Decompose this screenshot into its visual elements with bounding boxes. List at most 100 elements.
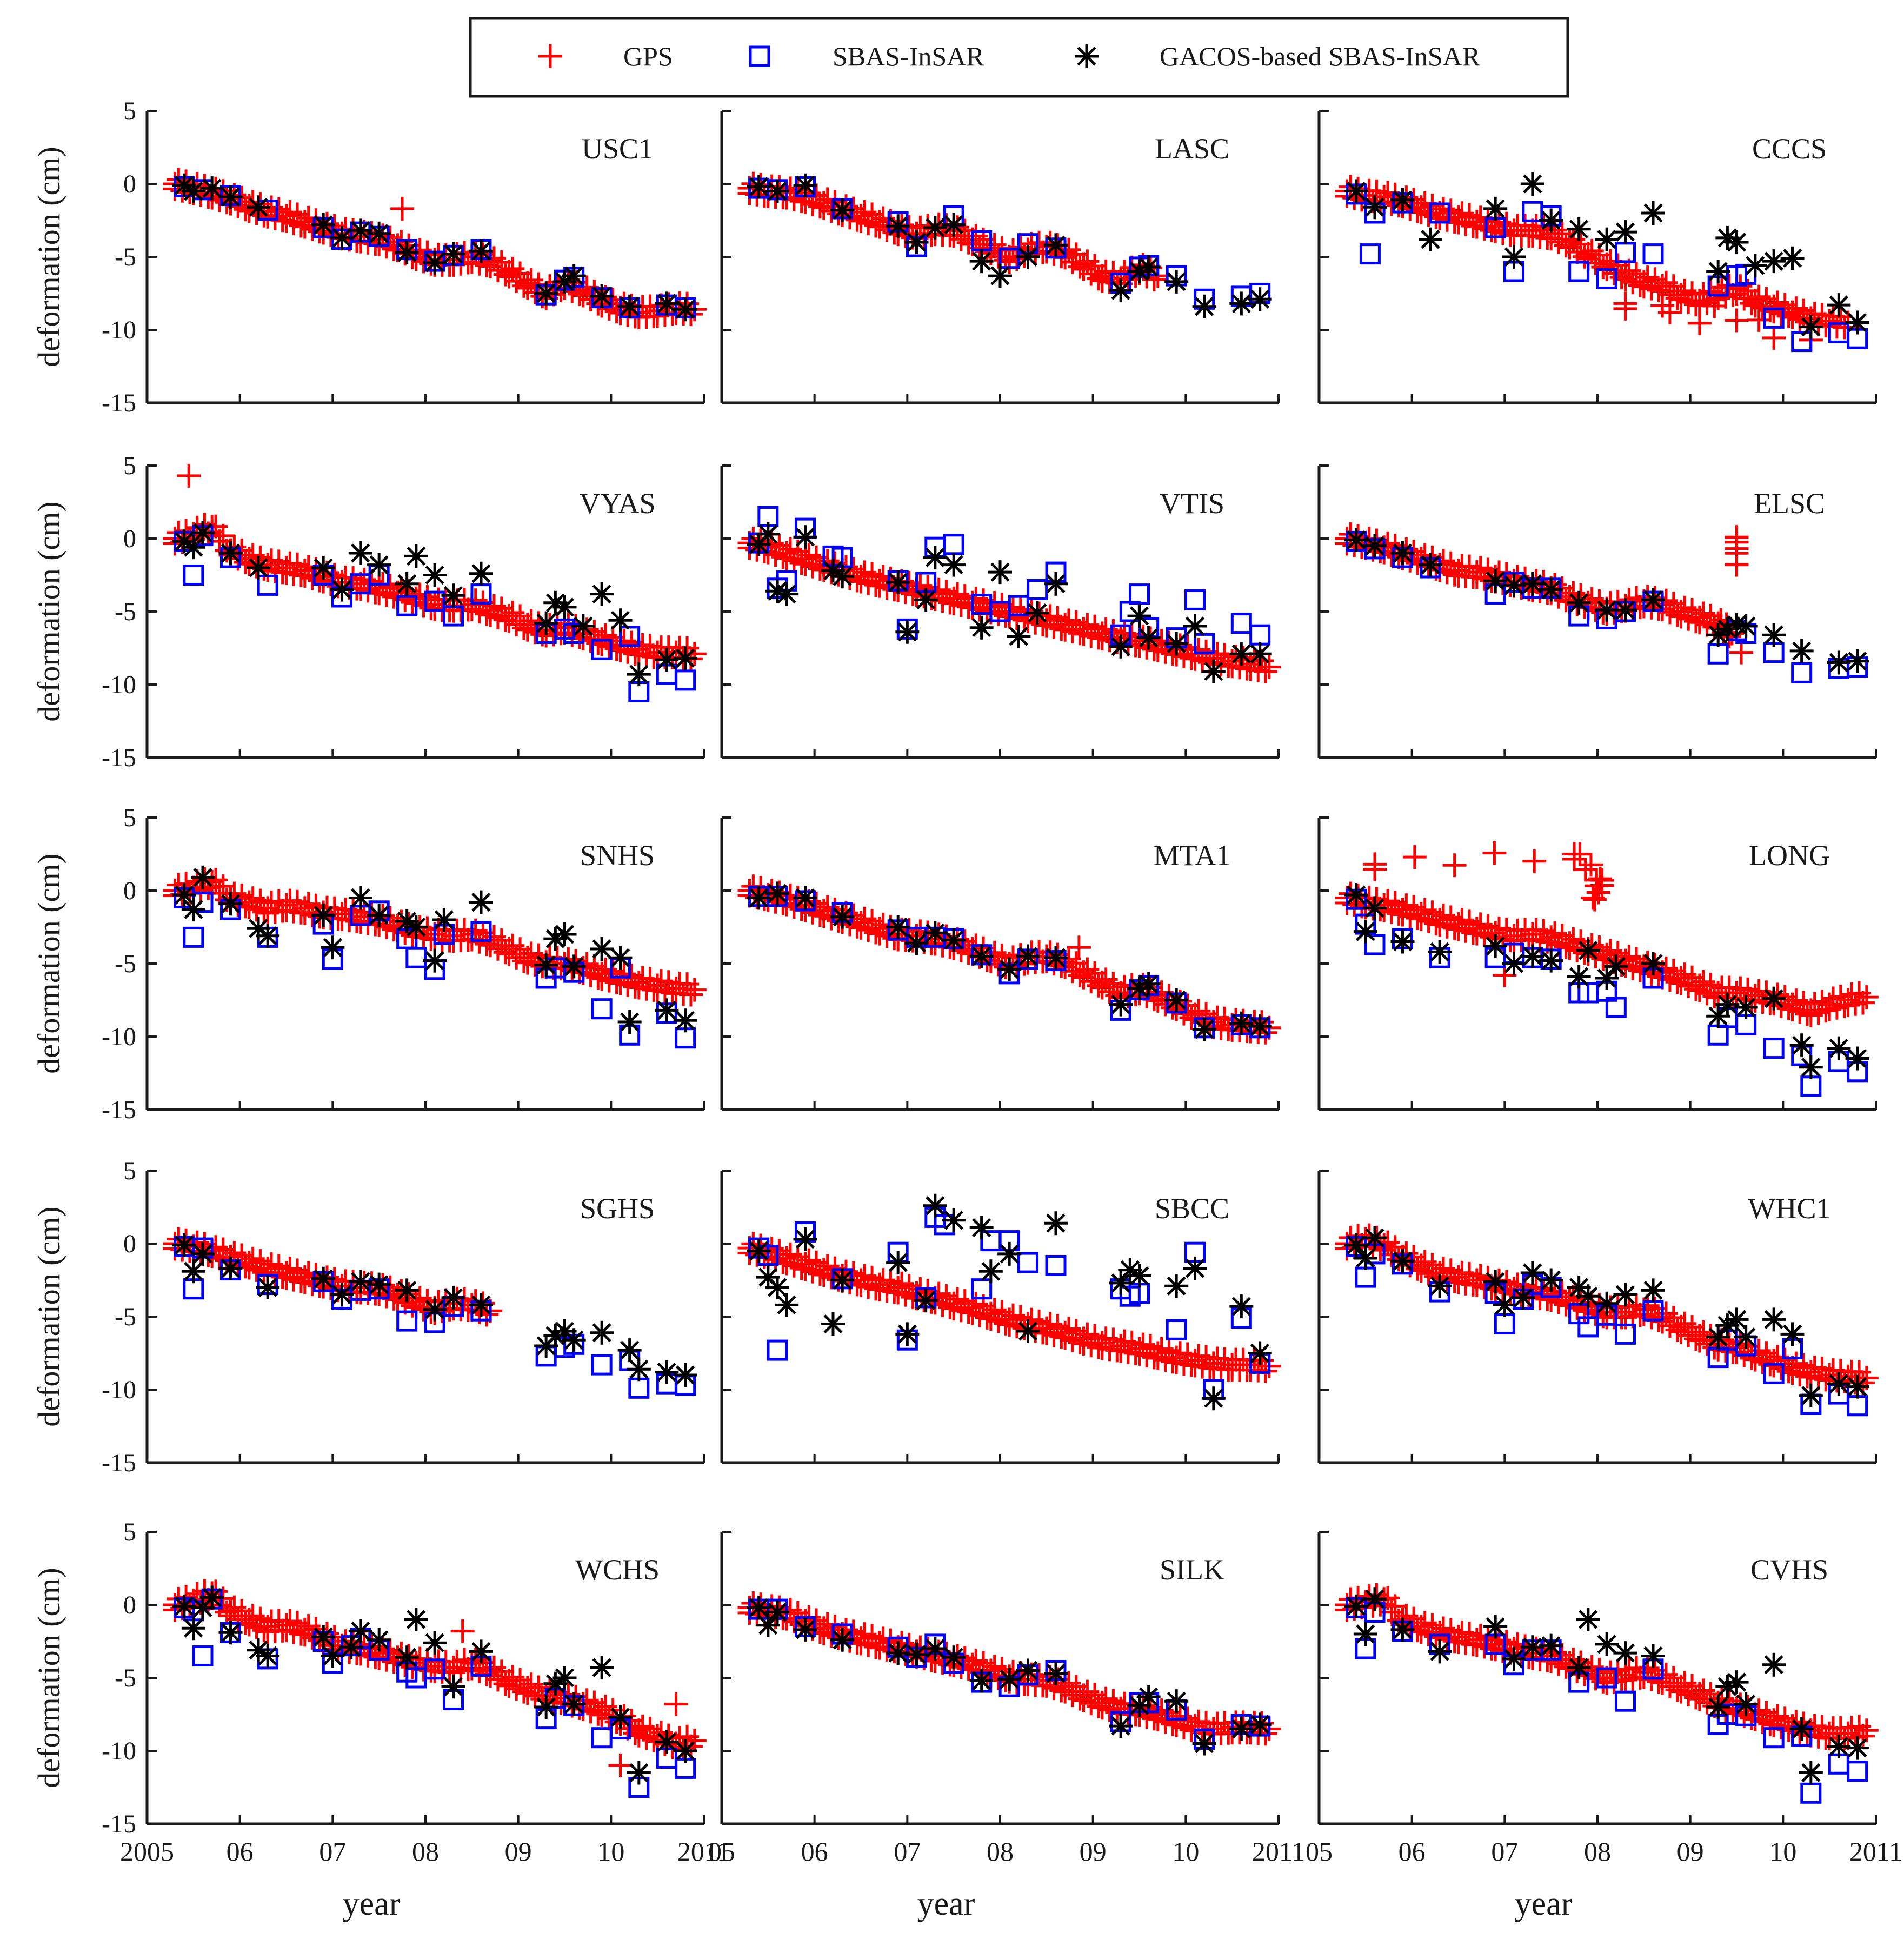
x-tick-label: 08 [1584,1836,1611,1867]
gacos-point [886,915,910,939]
panel-long: LONG [1317,816,1879,1111]
gacos-point [655,998,679,1022]
sbas-point [183,926,204,948]
gacos-point [1192,1017,1216,1041]
gacos-point [367,1272,391,1297]
gps-point [1090,264,1114,288]
sbas-point [1249,624,1271,646]
gacos-point [1539,577,1563,602]
sbas-point [1615,1690,1636,1712]
gps-point [1762,1349,1786,1372]
gps-point [1579,853,1603,877]
gacos-point [321,935,345,960]
gps-point [330,902,354,926]
gps-point [1669,600,1693,623]
gacos-point [1483,569,1508,593]
gacos-point [330,577,354,602]
gps-point [256,1615,280,1639]
gps-point [1582,887,1607,912]
gacos-point [830,565,855,589]
gacos-point [1799,1761,1823,1785]
gps-point [942,586,966,610]
gacos-point [1344,528,1368,552]
gacos-point [1136,626,1161,650]
station-label: LONG [1749,839,1830,872]
gacos-point [441,242,465,266]
gps-point [1520,922,1544,946]
gacos-point [969,615,994,640]
gacos-point [1229,1294,1254,1319]
x-axis-label: year [917,1885,975,1922]
gps-point [390,196,415,221]
gacos-point [1248,1712,1272,1737]
gps-point [811,1258,836,1282]
sbas-point [971,1278,993,1300]
gacos-point [923,1637,947,1661]
gps-point [497,1669,521,1693]
gacos-point [348,218,372,243]
gps-point [1464,1628,1489,1652]
gacos-point [1827,293,1851,317]
gacos-point [969,249,994,274]
gacos-point [655,291,679,316]
gacos-point [191,1241,215,1266]
gps-point [627,1718,651,1743]
gps-point [978,1301,1003,1326]
gacos-point [1428,1639,1452,1664]
gacos-point [1539,1268,1563,1292]
station-label: CVHS [1750,1553,1828,1586]
gps-point [1762,326,1786,350]
sbas-point [1605,997,1627,1018]
panel-silk: 05 06 07 08 09 10 2011 SILK year [708,1531,1305,1922]
gacos-point [1539,1633,1563,1658]
gps-point [1464,560,1489,585]
gacos-point [1520,572,1544,596]
panel-vtis: VTIS [720,464,1281,759]
gps-point [1557,931,1582,955]
panel-cvhs: 05 06 07 08 09 10 2011 CVHS year [1306,1531,1902,1922]
gacos-point [942,928,966,952]
gps-point [1482,841,1507,865]
gacos-point [793,1227,817,1251]
gacos-point [830,198,855,222]
sbas-point [628,1377,650,1399]
gacos-point [1641,952,1665,975]
gacos-point [348,886,372,910]
gps-point [1363,852,1387,876]
gacos-point [830,1268,855,1292]
station-label: SBCC [1155,1192,1229,1225]
station-label: LASC [1155,132,1229,165]
gps-point [1780,992,1805,1017]
gacos-point [923,546,947,570]
gacos-point [172,1233,196,1257]
gps-point [292,559,317,583]
gacos-point [627,1357,651,1382]
gacos-point [747,1596,771,1620]
gacos-point [1419,227,1442,251]
sbas-point [1129,583,1150,605]
sbas-point [1596,268,1617,289]
gacos-point [608,946,633,970]
panel-sghs: 5 0 -5 -10 -15 SGHS deformation (cm) [31,1157,705,1477]
station-label: SILK [1160,1553,1224,1586]
gps-point [1557,230,1582,254]
gacos-point [1845,649,1869,673]
gacos-point [1576,1608,1600,1631]
gacos-point [1363,1587,1387,1611]
gacos-point [1483,934,1508,958]
sbas-point [1791,662,1813,683]
gacos-point [1725,230,1749,254]
gacos-point [1109,278,1133,303]
sbas-point [1008,595,1029,616]
gacos-point [747,1239,771,1263]
gps-point [867,210,891,234]
gacos-point [1390,1617,1415,1642]
gacos-point [904,1642,929,1666]
gacos-point [1762,1307,1786,1332]
sbas-point [405,947,427,968]
gacos-point [218,892,243,916]
gacos-point [1799,1383,1823,1407]
sbas-point [1429,202,1450,224]
station-label: VYAS [579,487,655,520]
gps-point [1687,289,1712,313]
